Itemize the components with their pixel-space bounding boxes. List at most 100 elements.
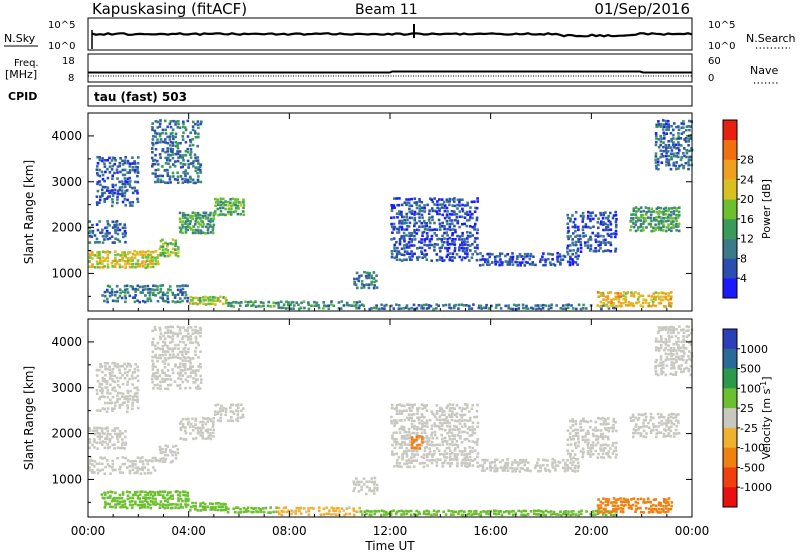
range-cell (664, 219, 668, 223)
range-cell (154, 175, 158, 178)
range-cell (448, 403, 452, 406)
range-cell (104, 500, 107, 504)
range-cell (448, 213, 452, 216)
range-cell (454, 238, 457, 241)
range-cell (370, 477, 374, 480)
range-cell (670, 149, 674, 152)
range-cell (136, 400, 139, 404)
range-cell (124, 232, 127, 235)
range-cell (642, 220, 646, 223)
range-cell (198, 387, 202, 390)
range-cell (119, 376, 122, 380)
range-cell (473, 510, 476, 513)
range-cell (114, 299, 117, 303)
range-cell (664, 358, 668, 362)
range-cell (108, 438, 112, 441)
range-cell (688, 119, 691, 123)
range-cell (435, 513, 438, 516)
range-cell (601, 223, 605, 226)
range-cell (123, 447, 126, 450)
range-cell (408, 231, 411, 235)
range-cell (272, 304, 276, 308)
power-data-cells (88, 119, 694, 311)
range-cell (178, 297, 182, 300)
range-cell (159, 457, 163, 461)
range-cell (520, 510, 523, 513)
range-cell (220, 404, 223, 408)
range-cell (194, 335, 198, 339)
range-cell (132, 460, 135, 463)
range-cell (423, 249, 427, 252)
range-cell (667, 209, 670, 213)
range-cell (167, 384, 170, 387)
range-cell (362, 286, 366, 289)
range-cell (406, 218, 409, 222)
range-cell (640, 229, 643, 232)
range-cell (143, 263, 147, 266)
range-cell (179, 141, 182, 145)
range-cell (380, 513, 383, 517)
range-cell (511, 307, 515, 311)
range-cell (413, 216, 417, 220)
range-cell (89, 455, 92, 459)
range-cell (178, 211, 182, 215)
range-cell (111, 198, 114, 201)
range-cell (664, 209, 668, 213)
range-cell (100, 435, 104, 439)
range-cell (322, 307, 325, 310)
range-cell (663, 348, 666, 352)
range-cell (657, 223, 661, 226)
range-cell (114, 228, 117, 232)
range-cell (133, 394, 137, 398)
range-cell (666, 500, 670, 504)
range-cell (104, 250, 107, 254)
range-cell (435, 447, 439, 450)
range-cell (607, 511, 611, 514)
range-cell (405, 246, 409, 249)
range-cell (662, 498, 666, 501)
range-cell (574, 252, 578, 255)
range-cell (675, 343, 679, 346)
range-cell (218, 300, 222, 303)
range-cell (443, 231, 446, 235)
range-cell (614, 220, 618, 224)
range-cell (408, 216, 412, 220)
range-cell (571, 258, 574, 261)
range-cell (99, 363, 102, 366)
range-cell (567, 510, 570, 513)
range-cell (531, 307, 535, 310)
range-cell (649, 222, 652, 226)
range-cell (382, 510, 386, 513)
range-cell (101, 457, 104, 460)
range-cell (131, 401, 134, 405)
range-cell (574, 235, 577, 238)
range-cell (631, 302, 635, 305)
range-cell (521, 261, 524, 264)
range-cell (158, 503, 162, 506)
range-cell (106, 401, 110, 405)
range-cell (471, 428, 475, 432)
range-cell (407, 449, 411, 452)
range-cell (644, 418, 647, 422)
range-cell (91, 251, 94, 254)
range-cell (137, 156, 140, 159)
range-cell (511, 513, 515, 517)
range-cell (162, 253, 165, 257)
range-cell (410, 234, 413, 237)
range-cell (649, 416, 653, 419)
range-cell (116, 260, 119, 263)
range-cell (685, 335, 689, 338)
range-cell (599, 429, 603, 432)
range-cell (206, 417, 210, 420)
range-cell (574, 211, 578, 214)
range-cell (189, 150, 193, 154)
range-cell (171, 300, 175, 303)
range-cell (176, 300, 180, 303)
range-cell (227, 212, 230, 215)
range-cell (104, 386, 107, 389)
range-cell (567, 466, 570, 469)
range-cell (453, 413, 457, 416)
range-cell (192, 296, 195, 300)
range-cell (163, 169, 167, 172)
freq-label-line1: Freq. (14, 58, 39, 69)
